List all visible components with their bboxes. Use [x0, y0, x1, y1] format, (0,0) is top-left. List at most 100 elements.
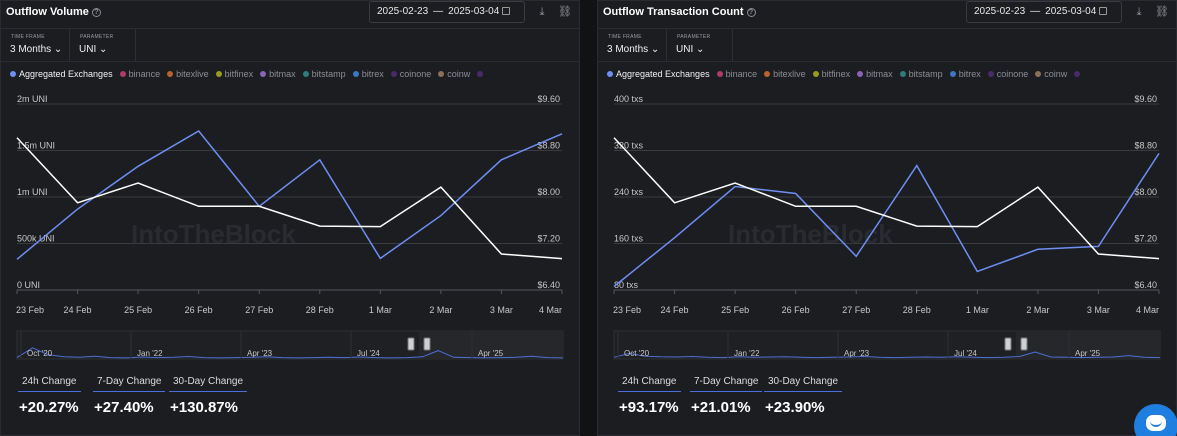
- legend-dot-icon: [477, 71, 484, 77]
- legend-item[interactable]: [1074, 69, 1083, 79]
- navigator-selection: [1016, 331, 1160, 359]
- date-separator: —: [433, 6, 444, 17]
- navigator-label: Apr '25: [478, 349, 504, 358]
- calendar-icon[interactable]: [1099, 7, 1108, 15]
- link-icon[interactable]: ⛓: [1155, 6, 1169, 18]
- parameter-select[interactable]: PARAMETER UNI ⌄: [70, 29, 136, 61]
- legend-dot-icon: [260, 71, 267, 77]
- divider: [598, 28, 1176, 29]
- navigator-label: Apr '25: [1075, 349, 1101, 358]
- legend-label: coinw: [447, 69, 471, 79]
- parameter-value-text: UNI: [676, 44, 694, 55]
- change-label[interactable]: 7-Day Change: [93, 376, 166, 392]
- legend-dot-icon: [215, 71, 222, 77]
- timeframe-value[interactable]: 3 Months ⌄: [607, 44, 659, 55]
- change-24h: 24h Change +93.17%: [618, 376, 681, 416]
- legend-dot-icon: [949, 71, 956, 77]
- parameter-label: PARAMETER: [677, 34, 711, 40]
- y-axis-left-label: 240 txs: [614, 187, 644, 197]
- legend-dot-icon: [10, 71, 16, 77]
- date-range-picker[interactable]: 2025-02-23 — 2025-03-04: [966, 1, 1122, 23]
- x-axis-label: 24 Feb: [64, 305, 92, 315]
- parameter-value[interactable]: UNI ⌄: [79, 44, 107, 55]
- legend-item[interactable]: bitfinex: [215, 69, 253, 79]
- parameter-select[interactable]: PARAMETER UNI ⌄: [667, 29, 733, 61]
- x-axis-label: 4 Mar: [539, 305, 562, 315]
- legend-item[interactable]: bitexlive: [764, 69, 806, 79]
- date-range-picker[interactable]: 2025-02-23 — 2025-03-04: [369, 1, 525, 23]
- legend-dot-icon: [1035, 71, 1042, 77]
- date-start[interactable]: 2025-02-23: [974, 6, 1026, 17]
- link-icon[interactable]: ⛓: [558, 6, 572, 18]
- date-start[interactable]: 2025-02-23: [377, 6, 429, 17]
- legend-item[interactable]: Aggregated Exchanges: [607, 69, 710, 79]
- calendar-icon[interactable]: [502, 7, 511, 15]
- change-label[interactable]: 24h Change: [618, 376, 681, 392]
- navigator-label: Oct '20: [27, 349, 53, 358]
- legend-item[interactable]: bitfinex: [812, 69, 851, 79]
- change-value: +21.01%: [691, 399, 751, 416]
- legend-item[interactable]: bitmax: [857, 69, 893, 79]
- y-axis-left-label: 2m UNI: [17, 94, 48, 104]
- navigator-label: Jan '22: [734, 349, 760, 358]
- legend-label: bitstamp: [908, 69, 943, 79]
- legend-item[interactable]: coinw: [1035, 69, 1067, 79]
- legend-item[interactable]: bitmax: [260, 69, 296, 79]
- download-icon[interactable]: ⤓: [539, 6, 545, 18]
- legend-item[interactable]: bitrex: [949, 69, 981, 79]
- x-axis-label: 2 Mar: [1026, 305, 1049, 315]
- x-axis-label: 28 Feb: [306, 305, 334, 315]
- change-label[interactable]: 30-Day Change: [169, 376, 248, 392]
- legend-item[interactable]: bitrex: [352, 69, 384, 79]
- x-axis-label: 26 Feb: [185, 305, 213, 315]
- legend-item[interactable]: binance: [716, 69, 757, 79]
- navigator-handle: [1020, 337, 1028, 351]
- legend-item[interactable]: [477, 69, 486, 79]
- parameter-value[interactable]: UNI ⌄: [676, 44, 704, 55]
- navigator-label: Jan '22: [137, 349, 163, 358]
- x-axis-label: 26 Feb: [782, 305, 810, 315]
- legend-dot-icon: [302, 71, 309, 77]
- change-label[interactable]: 30-Day Change: [764, 376, 843, 392]
- chat-button[interactable]: [1134, 404, 1177, 436]
- y-axis-right-label: $8.80: [1134, 141, 1157, 151]
- timeframe-select[interactable]: TIME FRAME 3 Months ⌄: [598, 29, 667, 61]
- legend-item[interactable]: bitstamp: [302, 69, 346, 79]
- legend-item[interactable]: coinw: [438, 69, 470, 79]
- legend-dot-icon: [987, 71, 994, 77]
- legend-item[interactable]: binance: [119, 69, 160, 79]
- x-axis-label: 1 Mar: [369, 305, 392, 315]
- x-axis-label: 27 Feb: [245, 305, 273, 315]
- y-axis-right-label: $6.40: [537, 280, 560, 290]
- change-label[interactable]: 24h Change: [18, 376, 81, 392]
- timeframe-select[interactable]: TIME FRAME 3 Months ⌄: [1, 29, 70, 61]
- change-30d: 30-Day Change +130.87%: [169, 376, 248, 416]
- legend-dot-icon: [857, 71, 864, 77]
- legend-item[interactable]: Aggregated Exchanges: [10, 69, 113, 79]
- change-label[interactable]: 7-Day Change: [690, 376, 763, 392]
- y-axis-right-label: $8.00: [537, 187, 560, 197]
- info-icon[interactable]: ?: [91, 8, 101, 17]
- legend-label: bitfinex: [821, 69, 851, 79]
- download-icon[interactable]: ⤓: [1136, 6, 1142, 18]
- legend-label: bitrex: [361, 69, 384, 79]
- series-line-price: [16, 137, 563, 260]
- change-7d: 7-Day Change +27.40%: [93, 376, 166, 416]
- navigator-handle: [407, 337, 415, 351]
- date-end[interactable]: 2025-03-04: [1045, 6, 1097, 17]
- legend-item[interactable]: coinone: [987, 69, 1028, 79]
- timeframe-value[interactable]: 3 Months ⌄: [10, 44, 62, 55]
- y-axis-right-label: $9.60: [537, 94, 560, 104]
- x-axis-label: 2 Mar: [429, 305, 452, 315]
- watermark: IntoTheBlock: [131, 219, 296, 249]
- date-end[interactable]: 2025-03-04: [448, 6, 500, 17]
- legend-item[interactable]: bitstamp: [899, 69, 943, 79]
- chart-legend: Aggregated Exchanges binance bitexlive bitf…: [607, 69, 1167, 83]
- panel-title: Outflow Transaction Count?: [603, 6, 756, 18]
- legend-item[interactable]: bitexlive: [167, 69, 209, 79]
- info-icon[interactable]: ?: [746, 8, 756, 17]
- chevron-down-icon: ⌄: [696, 44, 705, 55]
- chevron-down-icon: ⌄: [650, 44, 660, 55]
- legend-item[interactable]: coinone: [390, 69, 431, 79]
- legend-dot-icon: [812, 71, 819, 77]
